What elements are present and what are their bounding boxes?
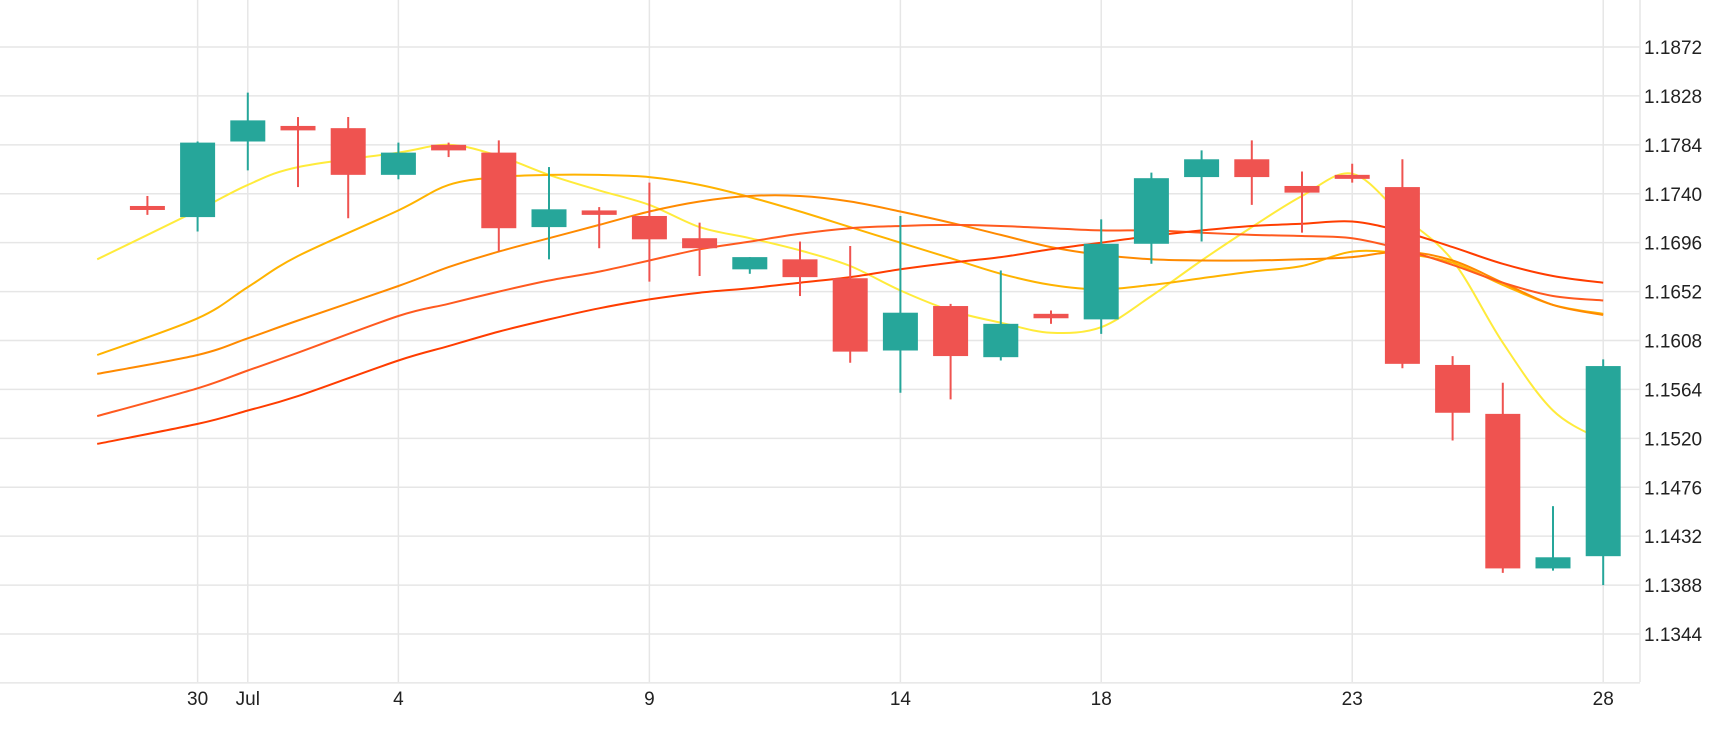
candles [129,92,1621,586]
candle-body [1485,413,1521,569]
candle [1535,506,1571,571]
moving-average-line [96,223,1604,418]
y-tick-label: 1.1740 [1644,185,1702,206]
candle-body [531,209,567,228]
y-tick-label: 1.1344 [1644,625,1703,646]
moving-average-line [97,194,1604,375]
candle-body [1585,366,1621,557]
candle [832,246,868,363]
candle-body [1284,185,1320,193]
candle [581,207,617,249]
y-tick-label: 1.1652 [1644,283,1702,304]
candle-body [581,210,617,215]
candle-body [1083,243,1119,320]
candle [531,167,567,260]
candle-body [933,306,969,357]
x-axis: 30Jul4914182328Aug [187,689,1614,710]
candle-body [1234,159,1270,178]
candle [330,117,366,219]
moving-average-line [97,220,1604,445]
candle [1435,356,1471,441]
y-tick-label: 1.1696 [1644,234,1702,255]
y-tick-label: 1.1828 [1644,87,1702,108]
candle-body [180,142,216,218]
candle [1485,382,1521,573]
candle-body [732,257,768,270]
candle [1033,310,1069,324]
candle [1234,140,1270,205]
x-tick-label: Jul [236,689,260,710]
moving-average-lines [96,143,1604,445]
x-tick-label: 23 [1342,689,1363,710]
candle [230,92,266,171]
y-tick-label: 1.1520 [1644,429,1702,450]
moving-average-line [96,173,1604,356]
candle [732,257,768,274]
candle-body [782,259,818,278]
candle-body [1033,313,1069,319]
candle [682,222,718,277]
candle [933,303,969,400]
x-tick-label: 28 [1593,689,1614,710]
candle [1083,219,1119,334]
y-tick-label: 1.1784 [1644,136,1703,157]
candle [481,140,517,252]
candle-body [481,152,517,229]
candle-body [631,215,667,240]
candle-body [1334,174,1370,179]
candle [1585,359,1621,586]
candle-body [280,125,316,131]
candle [1133,172,1169,264]
x-tick-label: 14 [890,689,912,710]
candle [882,215,918,393]
candle-body [1384,187,1420,364]
candle [1334,163,1370,183]
x-tick-label: 9 [644,689,655,710]
candle-body [1184,159,1220,178]
candle-body [1133,178,1169,244]
candle [129,195,165,215]
candle-body [431,144,467,151]
candle [983,270,1019,361]
candle-body [1435,364,1471,413]
candle-body [230,120,266,142]
candle [431,142,467,158]
y-tick-label: 1.1564 [1644,380,1703,401]
candle-body [832,278,868,352]
y-axis: 1.1872 1.1828 1.1784 1.1740 1.1696 1.1652 1.16… [1644,38,1703,646]
candle [380,142,416,180]
y-tick-label: 1.1432 [1644,527,1702,548]
candle [1284,171,1320,233]
candle-body [983,323,1019,358]
candle-body [380,152,416,175]
y-tick-label: 1.1388 [1644,576,1702,597]
candle [782,241,818,297]
y-tick-label: 1.1476 [1644,478,1702,499]
candle [1184,150,1220,242]
candle-body [129,205,165,210]
candle [631,182,667,282]
candle-body [330,128,366,175]
x-tick-label: 30 [187,689,208,710]
y-tick-label: 1.1608 [1644,332,1702,353]
x-tick-label: 18 [1091,689,1112,710]
candle-body [882,312,918,351]
candle [180,141,216,232]
candle-body [682,238,718,249]
y-tick-label: 1.1872 [1644,38,1702,59]
candle-body [1535,557,1571,569]
x-tick-label: 4 [393,689,404,710]
candle [280,117,316,188]
candle [1384,159,1420,369]
